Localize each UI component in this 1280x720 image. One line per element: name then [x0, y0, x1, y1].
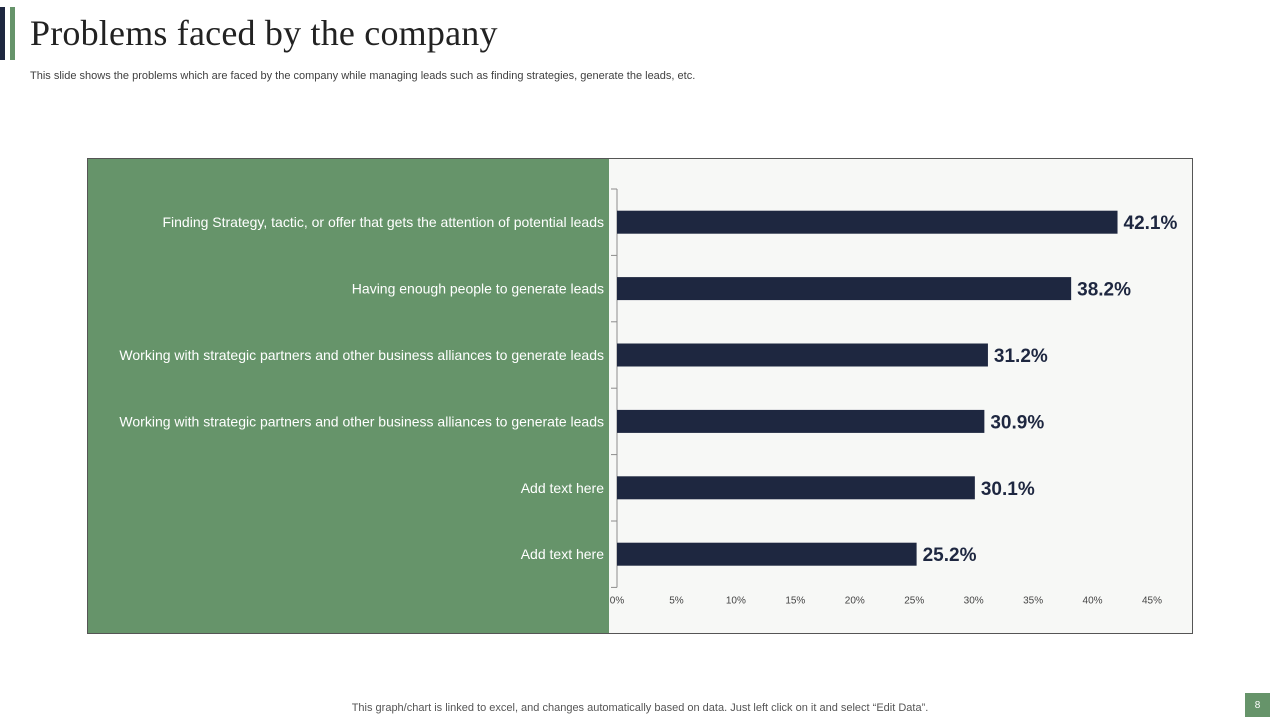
x-tick-label: 20%	[845, 595, 865, 606]
bar	[617, 409, 985, 433]
x-tick-label: 45%	[1142, 595, 1162, 606]
footer-note: This graph/chart is linked to excel, and…	[351, 702, 929, 714]
data-label: 42.1%	[1124, 213, 1178, 234]
x-tick-label: 25%	[904, 595, 924, 606]
data-label: 25.2%	[923, 545, 977, 566]
category-label: Add text here	[521, 480, 604, 496]
bar	[617, 210, 1118, 234]
slide-subtitle: This slide shows the problems which are …	[30, 70, 696, 82]
x-tick-label: 35%	[1023, 595, 1043, 606]
data-label: 38.2%	[1077, 280, 1131, 301]
chart-frame: Finding Strategy, tactic, or offer that …	[87, 158, 1193, 634]
bar	[617, 277, 1072, 301]
category-label: Finding Strategy, tactic, or offer that …	[162, 214, 604, 230]
x-tick-label: 40%	[1083, 595, 1103, 606]
data-label: 31.2%	[994, 346, 1048, 367]
bar	[617, 343, 988, 367]
category-label-panel	[88, 159, 609, 633]
x-tick-label: 15%	[785, 595, 805, 606]
slide-title: Problems faced by the company	[30, 13, 498, 53]
x-tick-label: 30%	[964, 595, 984, 606]
category-label: Working with strategic partners and othe…	[119, 413, 604, 429]
category-label: Add text here	[521, 546, 604, 562]
bar-chart: Finding Strategy, tactic, or offer that …	[119, 188, 1178, 606]
category-label: Working with strategic partners and othe…	[119, 347, 604, 363]
bar	[617, 542, 917, 566]
data-label: 30.1%	[981, 479, 1035, 500]
x-tick-label: 0%	[610, 595, 625, 606]
data-label: 30.9%	[990, 412, 1044, 433]
title-accent-bar-dark	[0, 7, 5, 60]
title-accent-bar-green	[10, 7, 15, 60]
category-label: Having enough people to generate leads	[352, 281, 604, 297]
x-tick-label: 10%	[726, 595, 746, 606]
page-number-badge: 8	[1245, 693, 1270, 717]
x-tick-label: 5%	[669, 595, 684, 606]
bar	[617, 476, 975, 500]
